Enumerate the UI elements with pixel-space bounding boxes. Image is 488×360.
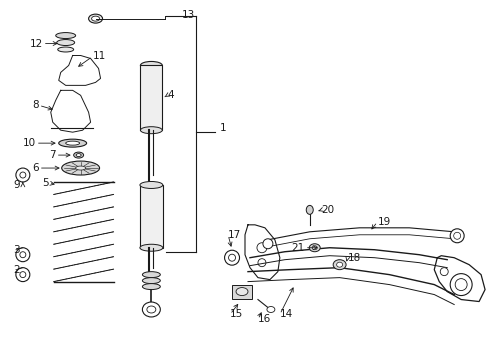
Ellipse shape: [258, 259, 265, 267]
Ellipse shape: [224, 250, 239, 265]
Ellipse shape: [74, 152, 83, 158]
Ellipse shape: [65, 141, 80, 145]
Ellipse shape: [140, 127, 162, 134]
Text: 5: 5: [42, 178, 49, 188]
Text: 18: 18: [347, 253, 360, 263]
Ellipse shape: [20, 272, 26, 278]
Text: 10: 10: [22, 138, 36, 148]
Ellipse shape: [20, 252, 26, 258]
Ellipse shape: [454, 279, 466, 291]
Ellipse shape: [453, 232, 460, 239]
Ellipse shape: [228, 254, 235, 261]
Ellipse shape: [236, 288, 247, 296]
Text: 13: 13: [182, 10, 195, 20]
Text: 20: 20: [321, 205, 334, 215]
Ellipse shape: [142, 272, 160, 278]
Text: 2: 2: [13, 265, 20, 275]
Polygon shape: [140, 66, 162, 130]
Text: 4: 4: [167, 90, 174, 100]
Ellipse shape: [256, 243, 266, 253]
Ellipse shape: [142, 302, 160, 317]
Ellipse shape: [140, 181, 163, 189]
Bar: [140, 66, 162, 75]
Text: 19: 19: [377, 217, 390, 227]
Ellipse shape: [142, 284, 160, 289]
Ellipse shape: [56, 32, 76, 39]
Ellipse shape: [59, 139, 86, 147]
Text: 7: 7: [49, 150, 56, 160]
Text: 12: 12: [29, 39, 42, 49]
Ellipse shape: [439, 268, 447, 276]
Text: 15: 15: [229, 310, 243, 319]
Text: 14: 14: [279, 310, 292, 319]
Text: 21: 21: [291, 243, 304, 253]
Polygon shape: [140, 185, 163, 248]
Ellipse shape: [140, 244, 163, 251]
Ellipse shape: [61, 161, 100, 175]
Ellipse shape: [91, 16, 100, 21]
Ellipse shape: [305, 206, 313, 214]
Text: 16: 16: [258, 314, 271, 324]
Ellipse shape: [16, 268, 30, 282]
Ellipse shape: [140, 62, 162, 69]
Text: 6: 6: [32, 163, 39, 173]
Ellipse shape: [76, 154, 81, 157]
Ellipse shape: [449, 229, 463, 243]
Ellipse shape: [20, 172, 26, 178]
Ellipse shape: [449, 274, 471, 296]
Ellipse shape: [312, 246, 317, 250]
Text: 17: 17: [227, 230, 241, 240]
Bar: [232, 285, 251, 298]
Text: 1: 1: [220, 123, 226, 133]
Ellipse shape: [88, 14, 102, 23]
Ellipse shape: [58, 47, 74, 52]
Ellipse shape: [263, 239, 272, 249]
Ellipse shape: [308, 244, 320, 252]
Ellipse shape: [142, 278, 160, 284]
Ellipse shape: [16, 248, 30, 262]
Ellipse shape: [266, 306, 274, 312]
Text: 11: 11: [92, 51, 105, 62]
Ellipse shape: [146, 306, 156, 313]
Ellipse shape: [336, 262, 342, 267]
Ellipse shape: [76, 166, 85, 170]
Text: 8: 8: [32, 100, 39, 110]
Text: 3: 3: [13, 245, 20, 255]
Text: 9: 9: [13, 180, 20, 190]
Ellipse shape: [16, 168, 30, 182]
Ellipse shape: [332, 260, 346, 270]
Ellipse shape: [57, 40, 75, 45]
